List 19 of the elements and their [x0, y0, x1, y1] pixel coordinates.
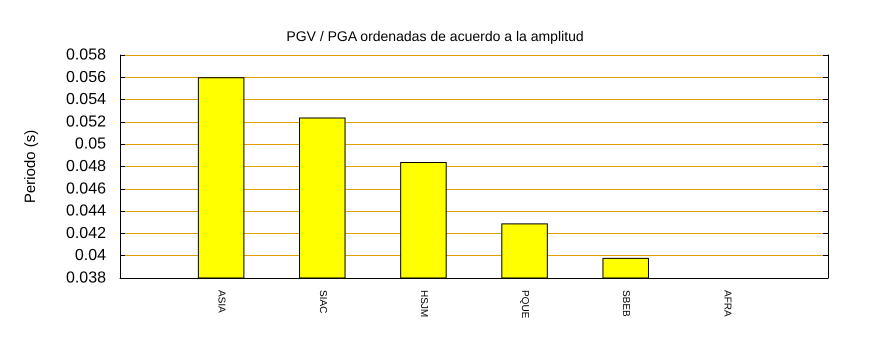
y-tick-label: 0.042: [66, 224, 106, 242]
y-tick-label: 0.058: [66, 46, 106, 64]
x-tick-label: ASIA: [216, 290, 227, 314]
y-tick-label: 0.056: [66, 68, 106, 86]
y-tick-label: 0.054: [66, 91, 106, 108]
y-tick-label: 0.044: [66, 202, 106, 220]
y-axis-title: Periodo (s): [22, 130, 39, 204]
x-tick-label: HSJM: [418, 290, 429, 318]
x-tick-label: SIAC: [316, 290, 328, 314]
y-tick-label: 0.048: [66, 158, 106, 175]
y-tick-label: 0.038: [66, 270, 106, 286]
x-tick-label: PQUE: [519, 290, 530, 319]
y-tick-label: 0.05: [74, 136, 106, 153]
y-tick-label: 0.046: [66, 180, 106, 198]
x-tick-label: AFRA: [721, 290, 732, 317]
y-tick-label: 0.052: [66, 113, 106, 130]
x-tick-label: SBEB: [620, 290, 632, 318]
y-tick-label: 0.04: [74, 247, 106, 264]
chart-title: PGV / PGA ordenadas de acuerdo a la amplitud: [286, 28, 584, 44]
